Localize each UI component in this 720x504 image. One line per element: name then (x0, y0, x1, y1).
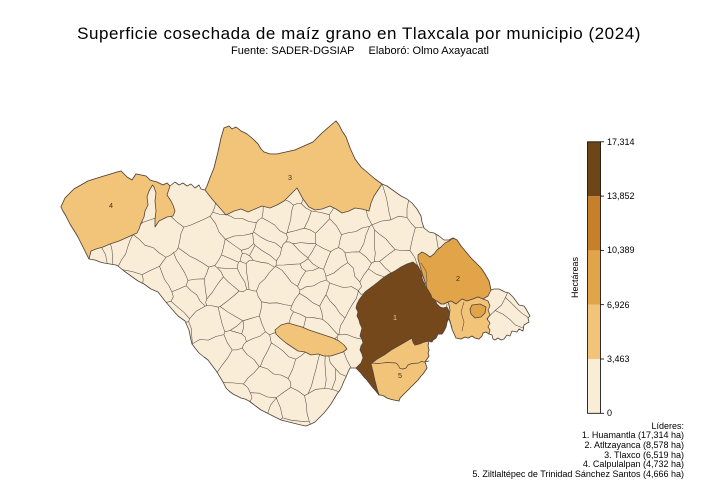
svg-text:17,314: 17,314 (607, 137, 635, 147)
svg-text:0: 0 (607, 408, 612, 418)
svg-text:3: 3 (288, 173, 292, 182)
svg-text:4: 4 (109, 201, 113, 210)
svg-text:10,389: 10,389 (607, 245, 635, 255)
svg-text:5: 5 (398, 371, 402, 380)
svg-text:2: 2 (456, 274, 460, 283)
svg-text:1: 1 (393, 313, 397, 322)
svg-text:3,463: 3,463 (607, 354, 630, 364)
svg-text:Hectáreas: Hectáreas (570, 256, 580, 298)
svg-text:6,926: 6,926 (607, 300, 630, 310)
svg-text:13,852: 13,852 (607, 191, 635, 201)
